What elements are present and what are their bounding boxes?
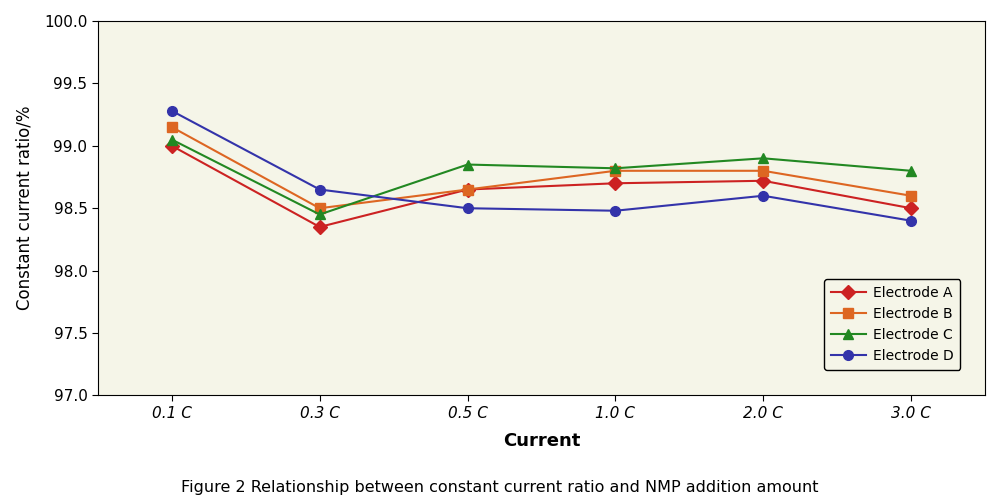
X-axis label: Current: Current <box>503 432 580 450</box>
Electrode B <box>609 168 621 174</box>
Electrode D <box>166 108 178 114</box>
Electrode C <box>166 136 178 142</box>
Electrode B <box>462 186 474 192</box>
Y-axis label: Constant current ratio/%: Constant current ratio/% <box>15 106 33 310</box>
Electrode D <box>609 208 621 214</box>
Electrode D <box>905 218 917 224</box>
Line: Electrode C: Electrode C <box>167 134 916 220</box>
Text: Figure 2 Relationship between constant current ratio and NMP addition amount: Figure 2 Relationship between constant c… <box>181 480 819 495</box>
Electrode C <box>462 162 474 168</box>
Electrode A <box>314 224 326 230</box>
Electrode A <box>905 205 917 211</box>
Legend: Electrode A, Electrode B, Electrode C, Electrode D: Electrode A, Electrode B, Electrode C, E… <box>824 279 960 370</box>
Electrode B <box>757 168 769 174</box>
Electrode A <box>609 180 621 186</box>
Electrode A <box>166 143 178 149</box>
Line: Electrode D: Electrode D <box>167 106 916 226</box>
Electrode C <box>905 168 917 174</box>
Electrode B <box>314 205 326 211</box>
Line: Electrode A: Electrode A <box>167 141 916 232</box>
Electrode B <box>166 124 178 130</box>
Electrode A <box>757 178 769 184</box>
Electrode C <box>609 166 621 172</box>
Electrode B <box>905 193 917 199</box>
Line: Electrode B: Electrode B <box>167 122 916 213</box>
Electrode A <box>462 186 474 192</box>
Electrode C <box>757 156 769 162</box>
Electrode D <box>314 186 326 192</box>
Electrode C <box>314 212 326 218</box>
Electrode D <box>462 205 474 211</box>
Electrode D <box>757 193 769 199</box>
